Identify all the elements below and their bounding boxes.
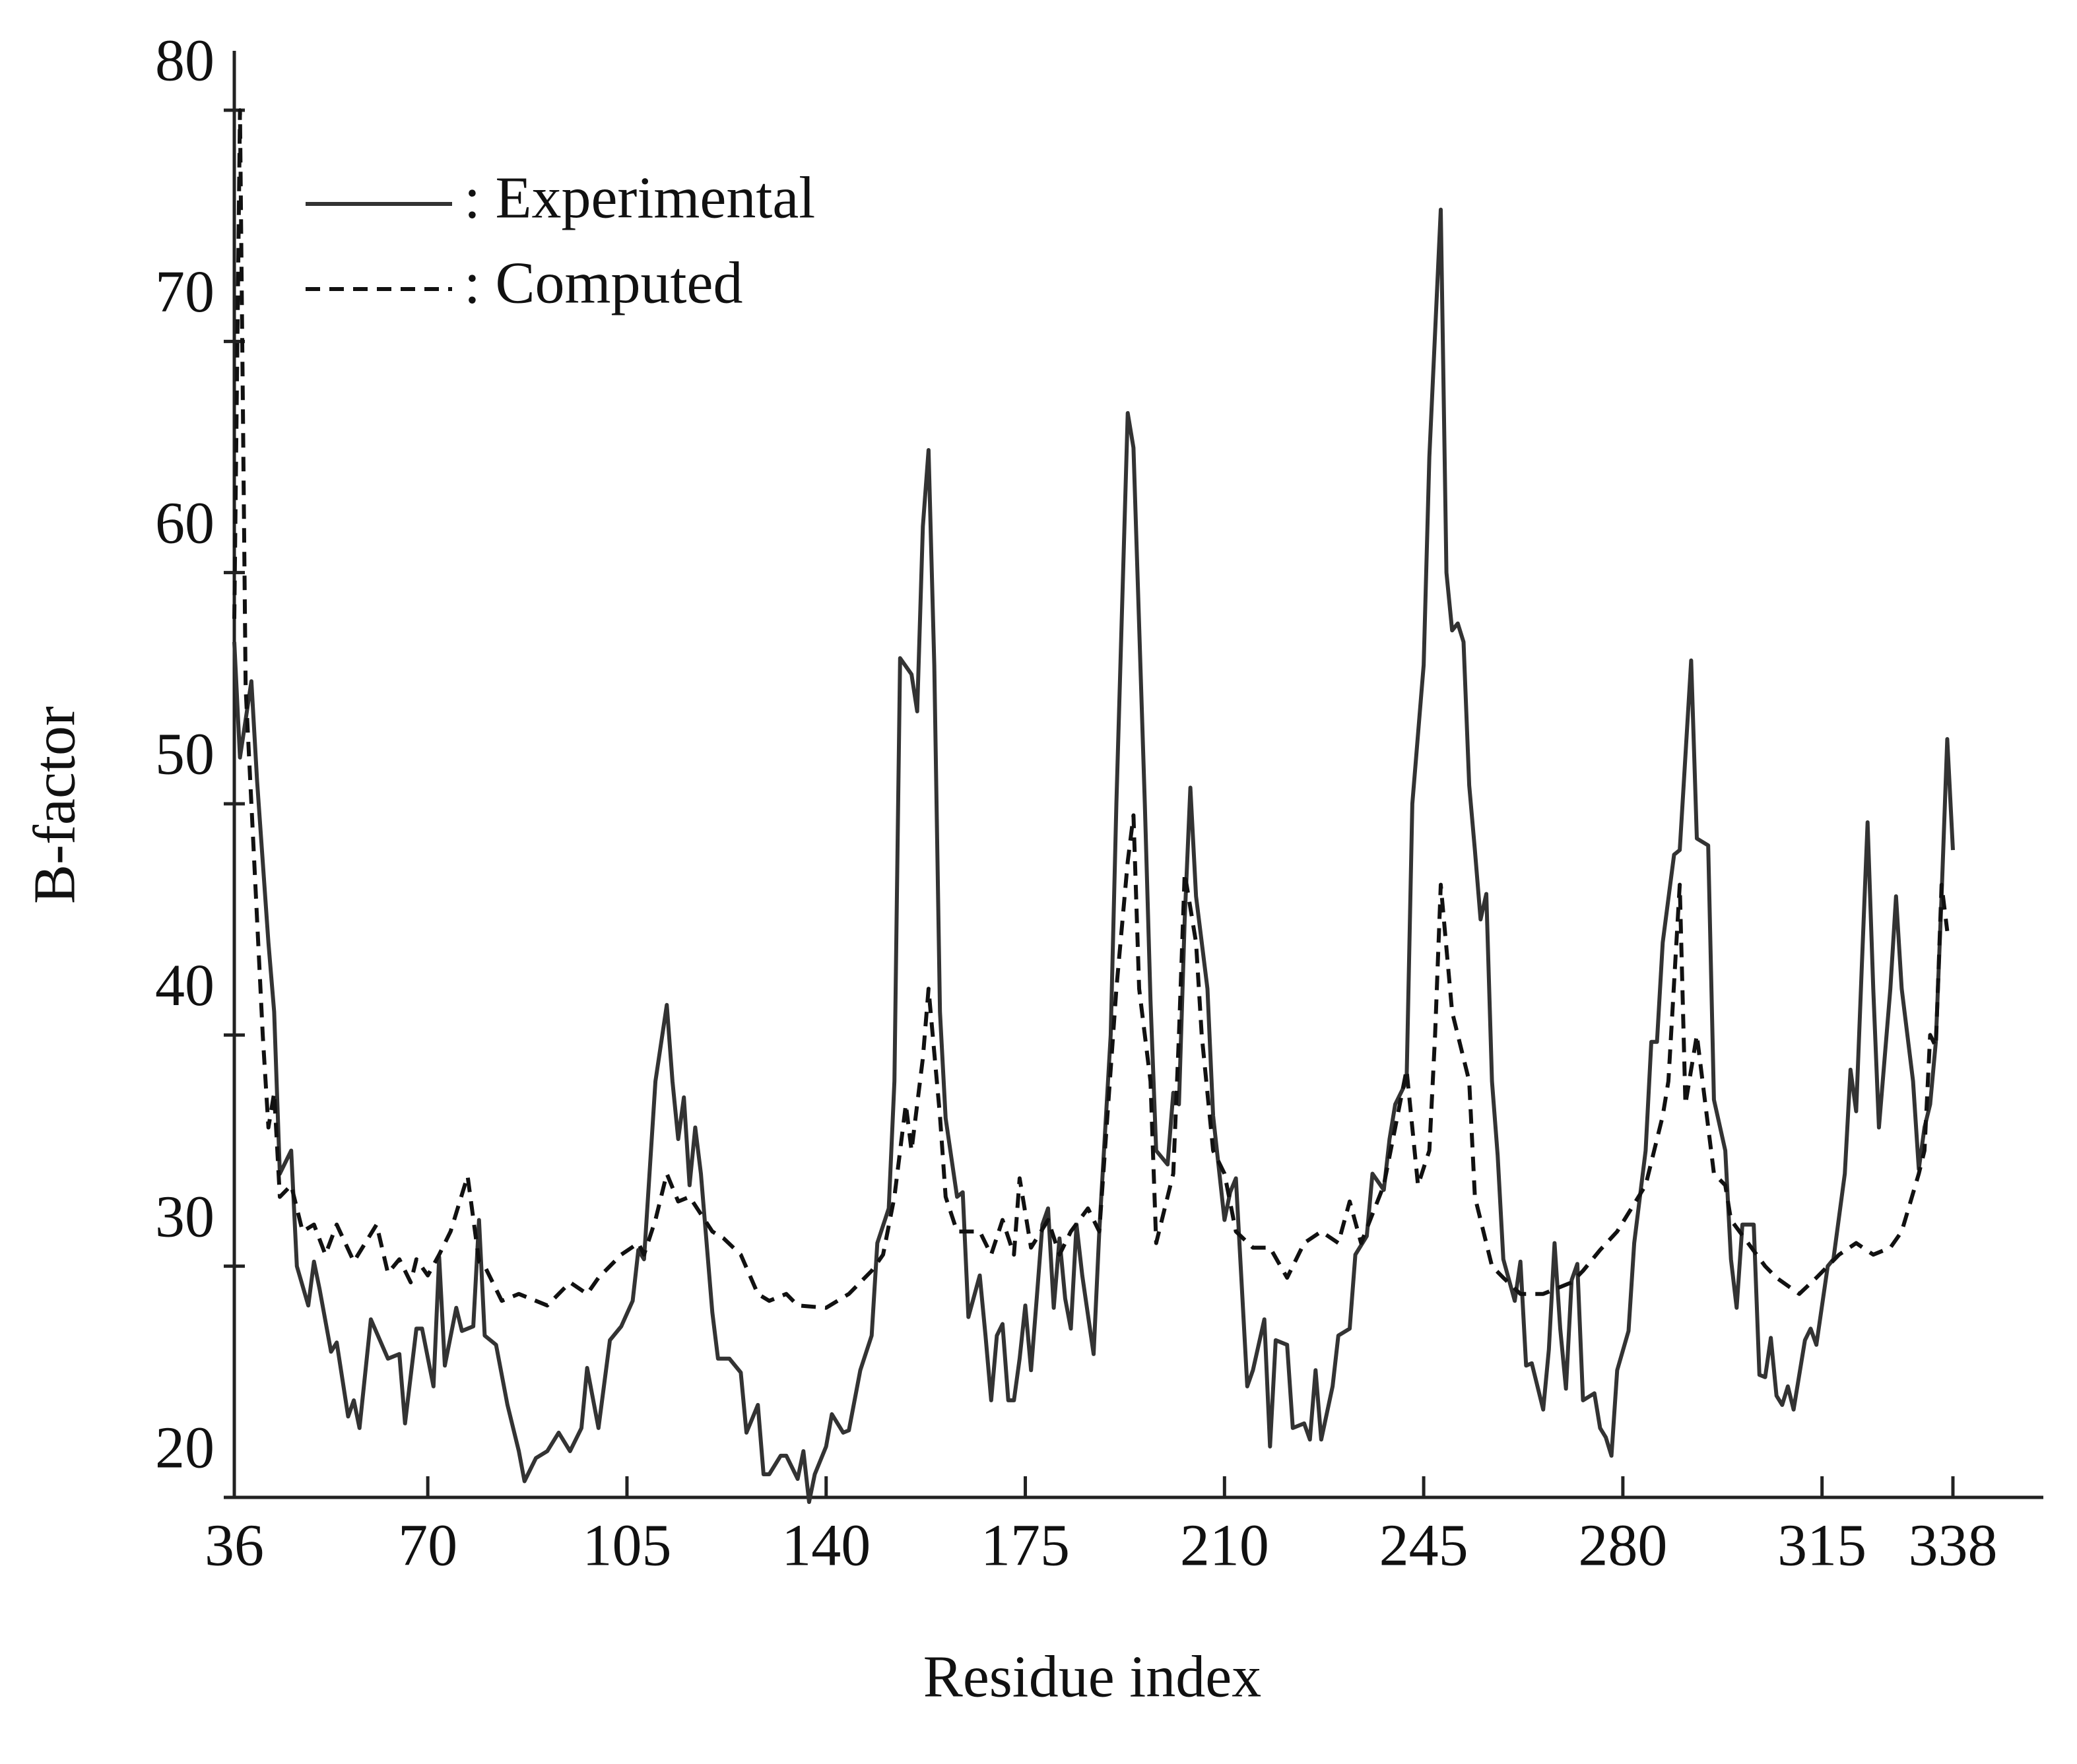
y-tick-label: 40 xyxy=(155,953,214,1018)
y-tick-label: 30 xyxy=(155,1184,214,1249)
x-tick-label: 280 xyxy=(1578,1513,1667,1579)
y-tick-label: 70 xyxy=(155,259,214,325)
x-axis-label: Residue index xyxy=(923,1645,1261,1710)
x-tick-label: 245 xyxy=(1379,1513,1468,1579)
x-tick-label: 338 xyxy=(1909,1513,1998,1579)
y-tick-label: 60 xyxy=(155,490,214,556)
x-tick-label: 315 xyxy=(1777,1513,1866,1579)
y-tick-label: 80 xyxy=(155,28,214,94)
y-tick-label: 20 xyxy=(155,1416,214,1481)
y-axis-label: B-factor xyxy=(22,706,88,904)
legend-label: : Computed xyxy=(464,251,743,316)
data-line xyxy=(232,207,1955,1504)
legend-label: : Experimental xyxy=(464,166,815,231)
x-tick-label: 105 xyxy=(582,1513,671,1579)
x-tick-label: 140 xyxy=(781,1513,871,1579)
x-tick-label: 70 xyxy=(398,1513,457,1579)
x-tick-label: 210 xyxy=(1180,1513,1269,1579)
x-tick-label: 36 xyxy=(205,1513,264,1579)
y-tick-label: 50 xyxy=(155,722,214,787)
x-tick-label: 175 xyxy=(981,1513,1070,1579)
data-line xyxy=(232,108,1950,1310)
